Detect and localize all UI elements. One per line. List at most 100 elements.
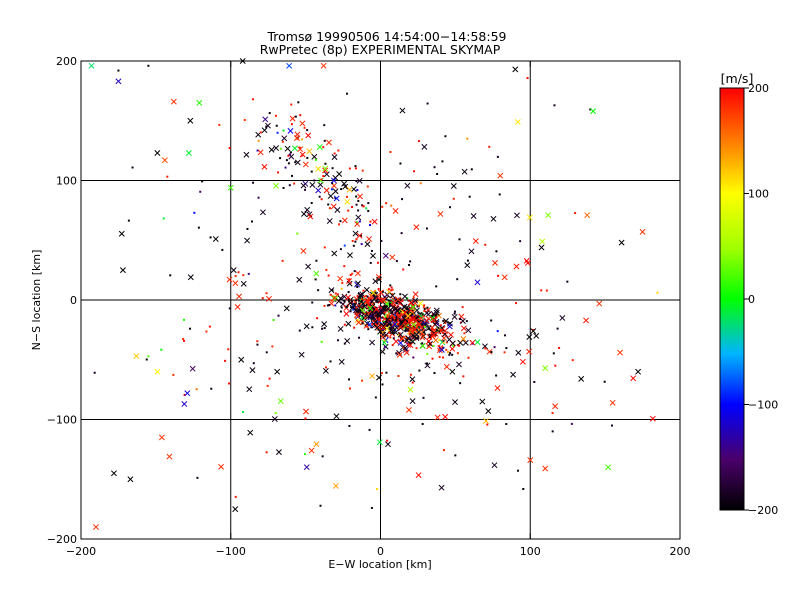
y-tick-label: 0: [70, 294, 77, 307]
data-point-x: [539, 238, 546, 245]
data-point-x: [236, 293, 243, 300]
data-point-dot: [423, 325, 426, 328]
data-point-x: [333, 413, 340, 420]
data-point-x: [526, 348, 533, 355]
data-point-dot: [570, 422, 573, 425]
data-point-dot: [343, 244, 346, 247]
data-point-x: [474, 339, 481, 346]
data-point-dot: [349, 274, 352, 277]
data-point-x: [357, 291, 364, 298]
data-point-dot: [331, 167, 334, 170]
data-point-dot: [435, 313, 438, 316]
data-point-dot: [351, 206, 354, 209]
data-point-dot: [401, 299, 404, 302]
data-point-dot: [381, 205, 384, 208]
data-point-x: [530, 328, 537, 335]
data-point-dot: [399, 162, 402, 165]
data-point-x: [247, 429, 254, 436]
data-point-dot: [320, 178, 323, 181]
data-point-dot: [252, 98, 255, 101]
data-point-x: [552, 403, 559, 410]
data-point-dot: [366, 185, 369, 188]
data-point-dot: [327, 203, 330, 206]
data-point-dot: [389, 323, 392, 326]
data-point-x: [413, 224, 420, 231]
data-point-dot: [453, 310, 456, 313]
data-point-dot: [358, 302, 361, 305]
data-point-dot: [589, 108, 592, 111]
data-point-dot: [339, 220, 342, 223]
data-point-x: [410, 304, 417, 311]
data-point-x: [409, 398, 416, 405]
data-point-dot: [389, 336, 392, 339]
data-point-dot: [448, 322, 451, 325]
data-point-dot: [348, 378, 351, 381]
data-point-x: [438, 484, 445, 491]
data-point-dot: [421, 313, 424, 316]
data-point-x: [431, 330, 437, 337]
data-point-dot: [382, 305, 385, 308]
data-point-dot: [437, 326, 440, 329]
data-point-dot: [338, 223, 341, 226]
data-point-dot: [205, 330, 208, 333]
data-point-x: [389, 292, 396, 299]
data-point-x: [184, 390, 191, 397]
data-point-dot: [396, 319, 399, 322]
data-point-x: [409, 376, 416, 383]
data-point-dot: [293, 182, 296, 185]
data-point-dot: [415, 347, 418, 350]
data-point-x: [320, 62, 327, 69]
data-point-x: [274, 368, 281, 375]
data-point-x: [307, 213, 314, 220]
data-point-dot: [385, 371, 388, 374]
data-point-dot: [329, 293, 332, 296]
data-point-dot: [375, 300, 378, 303]
data-point-x: [154, 368, 161, 375]
data-point-x: [425, 338, 432, 345]
data-point-dot: [387, 313, 390, 316]
data-point-dot: [348, 167, 351, 170]
data-point-dot: [257, 196, 260, 199]
data-point-dot: [497, 274, 500, 277]
data-point-x: [297, 146, 304, 153]
data-point-dot: [385, 202, 388, 205]
data-point-x: [271, 416, 278, 422]
data-point-dot: [358, 220, 361, 223]
data-point-x: [374, 324, 381, 331]
data-point-x: [243, 151, 250, 158]
data-point-x: [590, 108, 597, 115]
data-point-dot: [279, 157, 282, 160]
data-point-x: [404, 182, 411, 189]
data-point-x: [334, 207, 341, 213]
data-point-x: [649, 415, 656, 422]
data-point-x: [373, 306, 380, 313]
data-point-dot: [433, 372, 436, 375]
data-point-dot: [417, 140, 420, 143]
data-point-dot: [393, 304, 396, 307]
data-point-dot: [364, 314, 367, 317]
data-point-x: [469, 339, 476, 346]
data-point-dot: [322, 175, 325, 178]
data-point-dot: [465, 320, 468, 323]
data-point-x: [392, 207, 399, 214]
data-point-x: [490, 215, 497, 222]
data-point-dot: [234, 274, 237, 277]
data-point-x: [527, 457, 534, 464]
data-point-dot: [421, 342, 424, 345]
data-point-x: [447, 331, 454, 338]
data-point-dot: [356, 188, 359, 191]
data-point-dot: [395, 352, 398, 355]
data-point-dot: [354, 165, 357, 168]
data-point-x: [289, 115, 296, 122]
data-point-dot: [377, 287, 380, 290]
data-point-dot: [371, 323, 374, 326]
data-point-dot: [366, 325, 369, 328]
data-point-x: [468, 248, 475, 255]
data-point-x: [470, 213, 477, 219]
data-point-dot: [656, 291, 659, 294]
data-point-dot: [433, 166, 436, 169]
data-point-dot: [361, 322, 364, 325]
data-point-x: [133, 353, 140, 360]
data-point-dot: [458, 238, 461, 241]
data-point-x: [283, 305, 290, 312]
